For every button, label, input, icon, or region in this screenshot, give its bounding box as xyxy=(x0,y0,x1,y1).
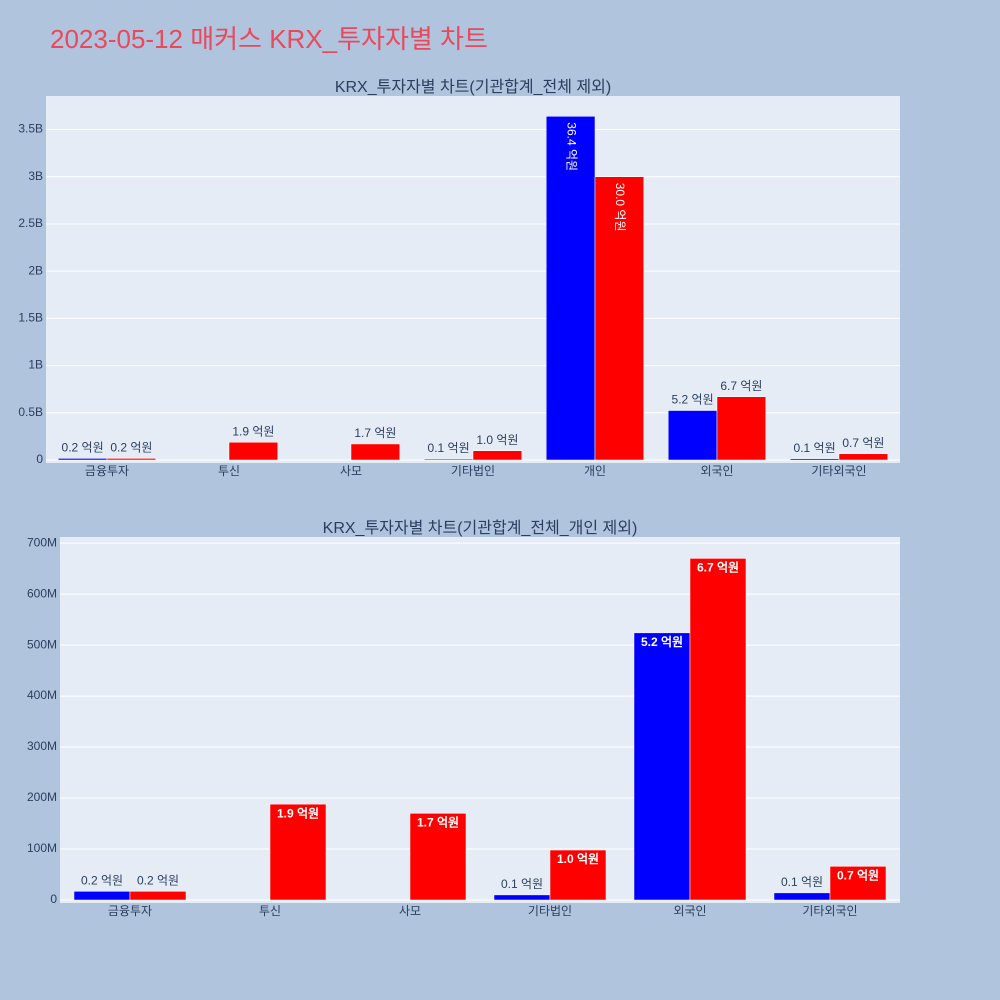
value-label: 36.4 억원 xyxy=(564,122,578,171)
bar xyxy=(633,632,691,901)
x-tick-label: 금융투자 xyxy=(85,464,129,478)
y-tick-label: 300M xyxy=(27,739,57,753)
y-tick-label: 1.5B xyxy=(18,311,43,325)
plot-area xyxy=(46,96,900,463)
x-tick-label: 기타외국인 xyxy=(811,464,866,478)
value-label: 0.1 억원 xyxy=(794,441,836,455)
x-tick-label: 기타법인 xyxy=(528,904,572,918)
value-label: 1.0 억원 xyxy=(557,852,599,866)
y-tick-label: 100M xyxy=(27,841,57,855)
value-label: 1.9 억원 xyxy=(277,806,319,820)
bar xyxy=(269,803,327,901)
y-tick-label: 400M xyxy=(27,688,57,702)
bar xyxy=(423,458,474,461)
value-label: 0.7 억원 xyxy=(837,869,879,883)
bar xyxy=(106,458,157,461)
bar xyxy=(689,558,747,901)
value-label: 1.7 억원 xyxy=(417,816,459,830)
value-label: 5.2 억원 xyxy=(672,393,714,407)
bar xyxy=(73,891,131,901)
bar xyxy=(228,441,279,461)
bar xyxy=(409,813,467,901)
value-label: 0.7 억원 xyxy=(842,436,884,450)
y-tick-label: 0.5B xyxy=(18,405,43,419)
x-tick-label: 외국인 xyxy=(673,904,706,918)
bar xyxy=(57,458,108,461)
y-tick-label: 0 xyxy=(36,452,43,466)
value-label: 6.7 억원 xyxy=(720,379,762,393)
x-tick-label: 기타외국인 xyxy=(802,904,857,918)
value-label: 5.2 억원 xyxy=(641,635,683,649)
x-tick-label: 외국인 xyxy=(700,464,733,478)
bar xyxy=(838,453,889,461)
bar xyxy=(716,396,767,461)
value-label: 6.7 억원 xyxy=(697,561,739,575)
value-label: 1.7 억원 xyxy=(354,426,396,440)
value-label: 30.0 억원 xyxy=(613,183,627,232)
y-tick-label: 2.5B xyxy=(18,216,43,230)
x-tick-label: 사모 xyxy=(399,904,421,918)
value-label: 1.0 억원 xyxy=(476,433,518,447)
y-tick-label: 3B xyxy=(28,169,43,183)
bar xyxy=(667,410,718,461)
bar xyxy=(789,458,840,461)
value-label: 0.1 억원 xyxy=(501,877,543,891)
x-tick-label: 투신 xyxy=(259,904,281,918)
page-title: 2023-05-12 매커스 KRX_투자자별 차트 xyxy=(50,24,488,54)
value-label: 0.1 억원 xyxy=(428,441,470,455)
plot-area xyxy=(60,537,900,903)
bar xyxy=(549,849,607,901)
x-tick-label: 금융투자 xyxy=(108,904,152,918)
value-label: 0.2 억원 xyxy=(137,874,179,888)
x-tick-label: 사모 xyxy=(340,464,362,478)
value-label: 0.1 억원 xyxy=(781,875,823,889)
bar xyxy=(829,866,887,901)
y-tick-label: 3.5B xyxy=(18,122,43,136)
bar xyxy=(773,892,831,901)
y-tick-label: 200M xyxy=(27,790,57,804)
value-label: 0.2 억원 xyxy=(81,874,123,888)
x-tick-label: 기타법인 xyxy=(451,464,495,478)
y-tick-label: 2B xyxy=(28,263,43,277)
x-tick-label: 투신 xyxy=(218,464,240,478)
y-tick-label: 600M xyxy=(27,586,57,600)
bar xyxy=(129,891,187,901)
value-label: 0.2 억원 xyxy=(110,441,152,455)
bar xyxy=(350,443,401,461)
chart-title: KRX_투자자별 차트(기관합계_전체_개인 제외) xyxy=(323,519,638,537)
y-tick-label: 700M xyxy=(27,535,57,549)
value-label: 1.9 억원 xyxy=(232,424,274,438)
bar xyxy=(545,116,596,461)
x-tick-label: 개인 xyxy=(584,464,606,478)
bar xyxy=(493,894,551,901)
y-tick-label: 500M xyxy=(27,637,57,651)
y-tick-label: 0 xyxy=(50,892,57,906)
bar xyxy=(594,176,645,461)
bar xyxy=(472,450,523,461)
chart-title: KRX_투자자별 차트(기관합계_전체 제외) xyxy=(335,78,611,96)
value-label: 0.2 억원 xyxy=(62,441,104,455)
y-tick-label: 1B xyxy=(28,358,43,372)
